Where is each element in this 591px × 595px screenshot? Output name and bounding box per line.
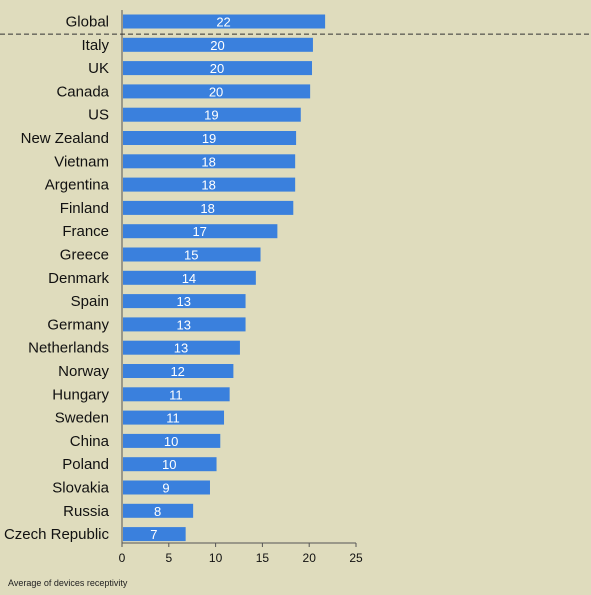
bar-value-label: 18 bbox=[201, 178, 215, 193]
bar bbox=[123, 364, 234, 378]
category-label: Russia bbox=[63, 503, 110, 520]
category-label: Vietnam bbox=[54, 153, 109, 170]
bar bbox=[123, 14, 326, 29]
bar bbox=[123, 480, 210, 495]
bar bbox=[123, 247, 261, 262]
x-tick-label: 10 bbox=[209, 551, 223, 565]
bar-value-label: 13 bbox=[174, 341, 188, 356]
bar bbox=[123, 154, 296, 169]
bar-value-label: 22 bbox=[216, 15, 230, 30]
bar bbox=[123, 61, 313, 76]
bar bbox=[123, 224, 278, 239]
category-label: New Zealand bbox=[21, 130, 109, 147]
bar-value-label: 19 bbox=[204, 108, 218, 123]
bar-value-label: 19 bbox=[202, 131, 216, 146]
bar bbox=[123, 177, 296, 192]
category-label: Canada bbox=[56, 83, 109, 100]
bar bbox=[123, 503, 194, 518]
bar bbox=[123, 387, 230, 402]
bar-value-label: 18 bbox=[201, 154, 215, 169]
x-tick-label: 5 bbox=[165, 551, 172, 565]
category-label: Finland bbox=[60, 200, 109, 217]
category-label: Global bbox=[66, 14, 109, 31]
category-label: Poland bbox=[62, 456, 109, 473]
bar bbox=[123, 410, 225, 425]
category-label: Norway bbox=[58, 363, 109, 380]
category-label: Italy bbox=[81, 37, 109, 54]
bar-value-label: 20 bbox=[210, 61, 224, 76]
category-label: Netherlands bbox=[28, 340, 109, 357]
bar bbox=[123, 317, 246, 332]
bar-value-label: 12 bbox=[170, 364, 184, 379]
category-label: Hungary bbox=[52, 386, 109, 403]
bar bbox=[123, 270, 256, 285]
category-label: Slovakia bbox=[52, 480, 109, 497]
bar-value-label: 9 bbox=[162, 481, 169, 496]
bar-value-label: 13 bbox=[177, 294, 191, 309]
category-label: Spain bbox=[71, 293, 109, 310]
bar bbox=[123, 84, 311, 99]
bar-value-label: 18 bbox=[200, 201, 214, 216]
category-label: Argentina bbox=[45, 177, 110, 194]
x-tick-label: 15 bbox=[256, 551, 270, 565]
category-label: US bbox=[88, 107, 109, 124]
bar bbox=[123, 340, 240, 355]
bar-value-label: 17 bbox=[192, 224, 206, 239]
x-tick-label: 20 bbox=[303, 551, 317, 565]
bar-value-label: 10 bbox=[164, 434, 178, 449]
category-label: China bbox=[70, 433, 110, 450]
category-label: Denmark bbox=[48, 270, 109, 287]
category-label: Greece bbox=[60, 247, 109, 264]
category-label: Czech Republic bbox=[4, 526, 110, 543]
bar-value-label: 8 bbox=[154, 504, 161, 519]
bar-value-label: 20 bbox=[210, 38, 224, 53]
bar bbox=[123, 107, 301, 122]
bar bbox=[123, 131, 297, 145]
bar-value-label: 11 bbox=[169, 387, 183, 402]
x-tick-label: 0 bbox=[119, 551, 126, 565]
bar-value-label: 7 bbox=[150, 527, 157, 542]
category-label: Sweden bbox=[55, 410, 109, 427]
category-label: Germany bbox=[47, 316, 109, 333]
bar bbox=[123, 200, 294, 215]
bar-value-label: 13 bbox=[177, 317, 191, 332]
bar bbox=[123, 294, 246, 309]
bar-value-label: 14 bbox=[182, 271, 196, 286]
bar-value-label: 20 bbox=[209, 84, 223, 99]
bar bbox=[123, 37, 313, 52]
category-label: France bbox=[62, 223, 109, 240]
bar-value-label: 15 bbox=[184, 248, 198, 263]
x-axis-title: Average of devices receptivity bbox=[8, 578, 128, 588]
bar bbox=[123, 457, 217, 472]
bar-value-label: 11 bbox=[166, 411, 180, 426]
x-tick-label: 25 bbox=[349, 551, 363, 565]
bar bbox=[123, 433, 221, 448]
bar-value-label: 10 bbox=[162, 457, 176, 472]
bar bbox=[123, 527, 186, 542]
category-label: UK bbox=[88, 60, 109, 77]
